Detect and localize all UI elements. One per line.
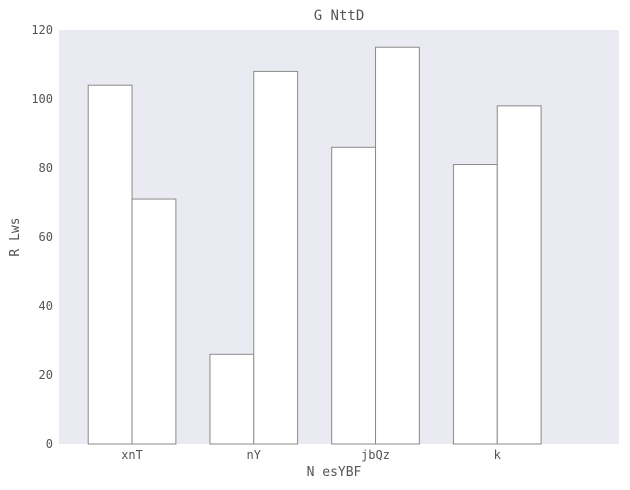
x-tick-label: nY — [247, 448, 262, 462]
y-axis-label: R Lws — [8, 217, 23, 256]
bars-group — [87, 46, 542, 445]
x-tick-label: jbQz — [361, 448, 390, 462]
bar-xnT-s1 — [87, 84, 133, 445]
y-tick-label: 80 — [39, 161, 53, 175]
chart-title: G NttD — [314, 8, 365, 24]
y-tick-label: 20 — [39, 368, 53, 382]
y-tick-label: 120 — [31, 23, 53, 37]
x-axis-label: N esYBF — [307, 465, 362, 480]
x-axis-ticks: xnT nY jbQz k — [121, 448, 501, 462]
bar-jbQz-s1 — [331, 146, 377, 445]
y-tick-label: 100 — [31, 92, 53, 106]
bar-xnT-s2 — [131, 198, 177, 445]
bar-nY-s2 — [253, 70, 299, 445]
y-tick-label: 40 — [39, 299, 53, 313]
bar-jbQz-s2 — [375, 46, 420, 445]
x-tick-label: k — [494, 448, 502, 462]
bar-k-s2 — [496, 105, 542, 445]
y-tick-label: 0 — [46, 437, 53, 451]
y-axis-ticks: 0 20 40 60 80 100 120 — [31, 23, 53, 451]
bar-nY-s1 — [209, 353, 255, 445]
x-tick-label: xnT — [121, 448, 143, 462]
y-tick-label: 60 — [39, 230, 53, 244]
bar-k-s1 — [452, 164, 498, 445]
